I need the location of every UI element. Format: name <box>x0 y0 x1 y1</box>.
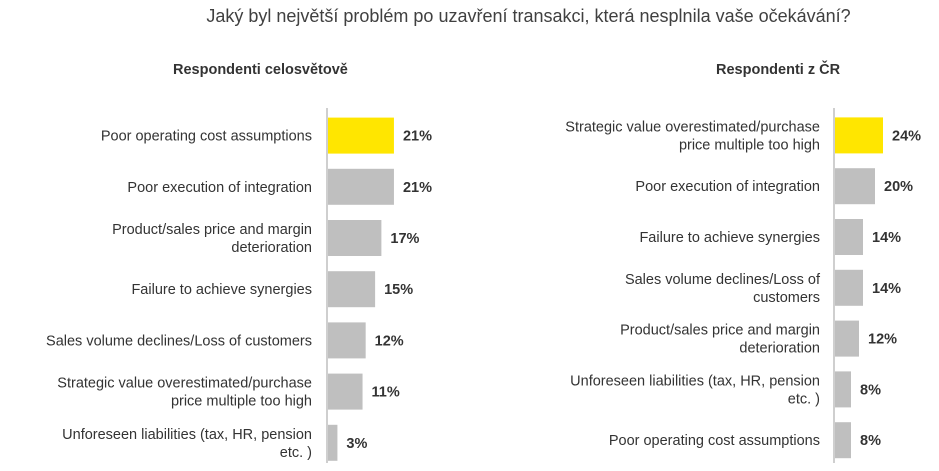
right-value-label-7: 8% <box>860 433 881 449</box>
right-value-label-5: 12% <box>868 332 897 348</box>
left-bar-3 <box>328 220 382 256</box>
right-category-label-5: Product/sales price and margin deteriorat… <box>620 323 820 357</box>
right-value-label-4: 14% <box>872 281 901 297</box>
right-category-label-1: Strategic value overestimated/purchase pr… <box>565 119 820 153</box>
right-category-label-6-line-2: etc. ) <box>788 391 820 407</box>
left-bar-6 <box>328 373 363 410</box>
right-category-label-5-line-1: Product/sales price and margin <box>620 323 820 339</box>
left-category-label-5-line-1: Sales volume declines/Loss of customers <box>46 333 312 349</box>
left-value-label-1: 21% <box>403 129 432 145</box>
panel-title-global: Respondenti celosvětově <box>173 62 348 78</box>
right-bar-5 <box>835 320 859 357</box>
left-category-label-2: Poor execution of integration <box>127 180 312 196</box>
right-category-label-1-line-2: price multiple too high <box>679 137 820 153</box>
right-category-label-2-line-1: Poor execution of integration <box>635 179 820 195</box>
right-category-label-3: Failure to achieve synergies <box>639 230 820 246</box>
left-category-label-6-line-2: price multiple too high <box>171 394 312 410</box>
right-bar-1 <box>835 117 883 154</box>
right-value-label-1: 24% <box>892 128 921 144</box>
right-bar-6 <box>835 371 851 408</box>
left-value-label-4: 15% <box>384 282 413 298</box>
left-category-label-4: Failure to achieve synergies <box>131 282 312 298</box>
left-bar-5 <box>328 322 366 359</box>
left-category-label-5: Sales volume declines/Loss of customers <box>46 333 312 349</box>
left-category-label-1-line-1: Poor operating cost assumptions <box>101 129 312 145</box>
left-bar-4 <box>328 271 376 308</box>
left-category-label-3: Product/sales price and margin deteriorat… <box>112 222 312 256</box>
right-category-label-4-line-1: Sales volume declines/Loss of <box>625 272 821 288</box>
chart-title: Jaký byl největší problém po uzavření tr… <box>206 6 851 26</box>
left-bar-7 <box>328 424 338 461</box>
left-value-label-3: 17% <box>390 231 419 247</box>
left-category-label-7: Unforeseen liabilities (tax, HR, pension… <box>62 427 312 461</box>
right-category-label-6-line-1: Unforeseen liabilities (tax, HR, pension <box>570 373 820 389</box>
left-category-label-4-line-1: Failure to achieve synergies <box>131 282 312 298</box>
right-bar-3 <box>835 219 863 255</box>
left-category-label-6: Strategic value overestimated/purchase pr… <box>57 376 312 410</box>
left-bar-1 <box>328 117 394 154</box>
left-category-label-3-line-1: Product/sales price and margin <box>112 222 312 238</box>
right-value-label-2: 20% <box>884 179 913 195</box>
left-category-label-2-line-1: Poor execution of integration <box>127 180 312 196</box>
right-category-label-7-line-1: Poor operating cost assumptions <box>609 433 820 449</box>
panel-title-cr: Respondenti z ČR <box>716 62 841 78</box>
left-value-label-2: 21% <box>403 180 432 196</box>
right-category-label-3-line-1: Failure to achieve synergies <box>639 230 820 246</box>
left-value-label-6: 11% <box>372 385 400 401</box>
left-value-label-7: 3% <box>346 436 367 452</box>
right-bar-7 <box>835 422 851 459</box>
right-bar-4 <box>835 269 863 306</box>
left-category-label-1: Poor operating cost assumptions <box>101 129 312 145</box>
left-category-label-7-line-2: etc. ) <box>280 445 312 461</box>
right-category-label-2: Poor execution of integration <box>635 179 820 195</box>
right-value-label-6: 8% <box>860 382 881 398</box>
right-category-label-1-line-1: Strategic value overestimated/purchase <box>565 119 820 135</box>
left-bar-2 <box>328 168 394 205</box>
right-value-label-3: 14% <box>872 230 901 246</box>
right-category-label-4-line-2: customers <box>753 290 820 306</box>
left-value-label-5: 12% <box>375 333 404 349</box>
left-category-label-6-line-1: Strategic value overestimated/purchase <box>57 376 312 392</box>
left-category-label-3-line-2: deterioration <box>231 240 312 256</box>
right-category-label-5-line-2: deterioration <box>739 341 820 357</box>
right-category-label-6: Unforeseen liabilities (tax, HR, pension… <box>570 373 820 407</box>
right-bar-2 <box>835 168 875 205</box>
left-category-label-7-line-1: Unforeseen liabilities (tax, HR, pension <box>62 427 312 443</box>
right-category-label-4: Sales volume declines/Loss of customers <box>625 272 821 306</box>
right-category-label-7: Poor operating cost assumptions <box>609 433 820 449</box>
